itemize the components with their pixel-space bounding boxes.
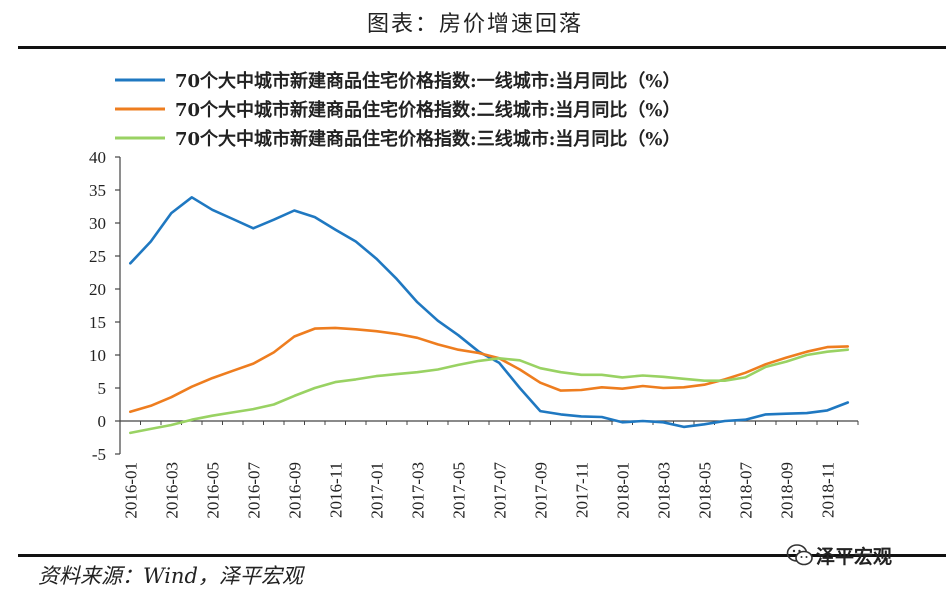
source-note: 资料来源：Wind，泽平宏观 [38, 564, 303, 588]
legend-label-3: 70个大中城市新建商品住宅价格指数:三线城市:当月同比（%） [175, 128, 680, 150]
x-tick-label: 2017-07 [490, 462, 509, 519]
y-tick-label: -5 [92, 445, 106, 464]
y-tick-label: 5 [98, 379, 107, 398]
x-tick-label: 2016-01 [121, 462, 140, 519]
y-tick-label: 40 [89, 148, 106, 167]
wechat-icon [786, 544, 813, 566]
y-axis: -5 0 5 10 15 20 25 30 35 40 [89, 148, 121, 464]
x-tick-label: 2017-09 [531, 462, 550, 519]
x-tick-label: 2016-03 [162, 462, 181, 519]
y-tick-label: 20 [89, 280, 106, 299]
legend-label-1: 70个大中城市新建商品住宅价格指数:一线城市:当月同比（%） [175, 70, 680, 92]
series-line-3 [129, 348, 850, 435]
x-tick-label: 2018-07 [736, 462, 755, 519]
y-tick-label: 30 [89, 214, 106, 233]
x-tick-label: 2018-03 [654, 462, 673, 519]
brand-name: 泽平宏观 [816, 546, 893, 568]
x-tick-label: 2017-11 [572, 462, 591, 518]
brand-watermark: 泽平宏观 [778, 540, 938, 572]
x-tick-label: 2016-07 [244, 462, 263, 519]
x-axis: 2016-01 2016-03 2016-05 2016-07 2016-09 2016-… [119, 420, 859, 519]
x-tick-label: 2018-05 [695, 462, 714, 519]
series-line-2 [129, 326, 850, 414]
chart-legend: 70个大中城市新建商品住宅价格指数:一线城市:当月同比（%） 70个大中城市新建商… [115, 70, 680, 150]
series-lines [129, 196, 850, 435]
y-tick-label: 25 [89, 247, 106, 266]
y-tick-label: 0 [98, 412, 107, 431]
y-tick-label: 10 [89, 346, 106, 365]
x-tick-label: 2018-09 [777, 462, 796, 519]
y-tick-label: 35 [89, 181, 106, 200]
x-tick-label: 2018-11 [818, 462, 837, 518]
y-tick-label: 15 [89, 313, 106, 332]
x-tick-label: 2017-01 [367, 462, 386, 519]
top-rule [18, 46, 946, 49]
x-tick-label: 2017-05 [449, 462, 468, 519]
x-tick-label: 2018-01 [613, 462, 632, 519]
x-tick-label: 2016-05 [203, 462, 222, 519]
x-tick-label: 2017-03 [408, 462, 427, 519]
x-tick-label: 2016-09 [285, 462, 304, 519]
x-tick-label: 2016-11 [326, 462, 345, 518]
bottom-rule [18, 554, 946, 557]
figure-title: 图表：房价增速回落 [366, 12, 583, 37]
series-line-1 [129, 196, 850, 429]
legend-label-2: 70个大中城市新建商品住宅价格指数:二线城市:当月同比（%） [175, 99, 680, 121]
